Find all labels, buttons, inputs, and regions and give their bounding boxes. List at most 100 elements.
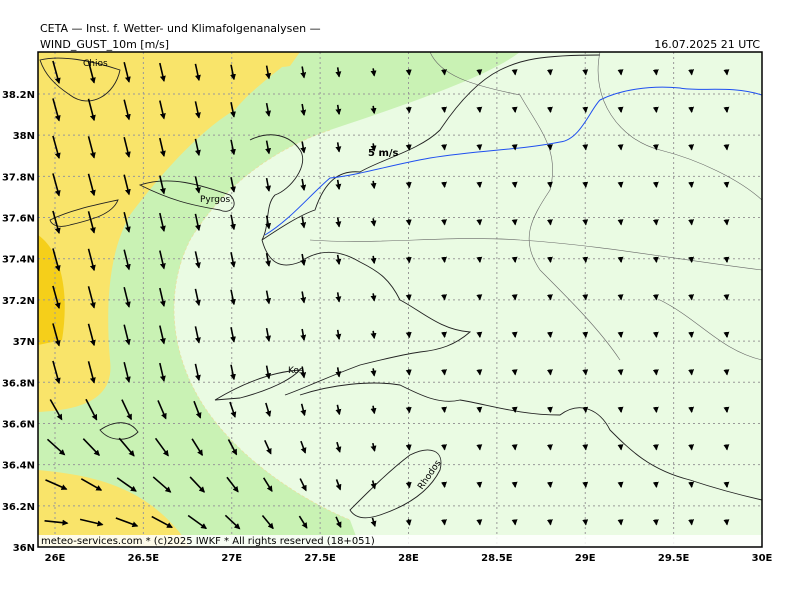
- wind-arrow: [123, 361, 131, 383]
- wind-arrow: [193, 400, 202, 419]
- wind-arrow: [476, 519, 483, 526]
- wind-arrow: [723, 69, 730, 76]
- wind-arrow: [405, 144, 412, 151]
- wind-arrow: [265, 365, 272, 380]
- wind-arrow: [652, 481, 659, 488]
- lon-label: 28E: [398, 553, 419, 564]
- wind-arrow: [441, 144, 447, 151]
- wind-arrow: [617, 69, 624, 76]
- wind-arrow: [224, 514, 241, 530]
- wind-arrow: [652, 69, 659, 76]
- wind-arrow: [52, 248, 61, 272]
- contour-label: 5 m/s: [368, 148, 399, 159]
- wind-arrow: [265, 252, 272, 267]
- wind-arrow: [44, 519, 69, 526]
- wind-arrow: [688, 144, 695, 151]
- wind-arrow: [230, 102, 236, 118]
- wind-arrow: [159, 175, 166, 195]
- wind-arrow: [723, 144, 730, 151]
- wind-arrow: [723, 519, 730, 526]
- wind-arrow: [546, 369, 553, 376]
- wind-arrow: [511, 256, 518, 263]
- wind-arrow: [159, 362, 166, 382]
- wind-arrow: [123, 249, 131, 271]
- wind-arrow: [652, 256, 659, 263]
- wind-arrow: [476, 369, 483, 376]
- wind-arrow: [335, 104, 342, 116]
- lat-label: 38.2N: [2, 90, 35, 101]
- wind-arrow: [265, 177, 272, 192]
- wind-arrow: [370, 180, 377, 190]
- island-ikaria: [138, 180, 235, 212]
- wind-arrow: [476, 256, 483, 263]
- wind-arrow: [723, 406, 730, 413]
- wind-arrow: [441, 519, 447, 526]
- wind-arrow: [230, 327, 236, 343]
- place-label: Chios: [83, 59, 108, 69]
- lat-label: 38N: [13, 131, 35, 142]
- wind-arrow: [582, 369, 589, 376]
- wind-arrow: [546, 406, 553, 413]
- wind-arrow: [688, 406, 695, 413]
- wind-arrow: [87, 98, 96, 122]
- wind-arrow: [582, 406, 589, 413]
- wind-arrow: [688, 481, 695, 488]
- lon-label: 28.5E: [481, 553, 513, 564]
- source-title: CETA — Inst. f. Wetter- und Klimafolgena…: [40, 22, 321, 35]
- wind-arrow: [688, 219, 695, 226]
- wind-arrow: [123, 136, 131, 158]
- wind-arrow: [441, 181, 447, 188]
- wind-arrow: [49, 399, 63, 421]
- wind-arrow: [405, 219, 412, 226]
- wind-arrow: [194, 288, 201, 307]
- wind-arrow: [152, 476, 172, 493]
- wind-arrow: [546, 444, 553, 451]
- wind-arrow: [45, 479, 68, 490]
- wind-arrow: [652, 331, 659, 338]
- copyright: meteo-services.com * (c)2025 IWKF * All …: [41, 536, 375, 547]
- lon-label: 30E: [752, 553, 773, 564]
- wind-arrow: [52, 173, 61, 197]
- lon-label: 27.5E: [304, 553, 336, 564]
- wind-arrow: [617, 444, 624, 451]
- wind-arrow: [723, 256, 730, 263]
- wind-arrow: [87, 61, 96, 84]
- wind-arrow: [123, 211, 131, 233]
- wind-arrow: [159, 62, 166, 82]
- wind-arrow: [87, 361, 96, 384]
- wind-arrow: [370, 442, 377, 452]
- wind-arrow: [87, 286, 96, 309]
- wind-arrow: [159, 287, 166, 307]
- wind-arrow: [80, 478, 103, 491]
- wind-arrow: [652, 444, 659, 451]
- wind-arrow: [115, 517, 139, 528]
- wind-arrow: [582, 481, 589, 488]
- wind-arrow: [652, 106, 659, 113]
- wind-arrow: [123, 174, 131, 196]
- wind-arrow: [87, 248, 96, 272]
- wind-arrow: [723, 369, 730, 376]
- wind-arrow: [723, 481, 730, 488]
- wind-arrow: [230, 64, 236, 81]
- lon-label: 26.5E: [128, 553, 160, 564]
- wind-arrow: [370, 218, 377, 227]
- wind-arrow: [511, 106, 518, 113]
- wind-arrow: [546, 106, 553, 113]
- wind-arrow: [265, 102, 272, 117]
- wind-arrow: [52, 98, 61, 122]
- wind-arrow: [441, 444, 447, 451]
- wind-arrow: [300, 291, 307, 304]
- field-high-top: [235, 52, 300, 67]
- wind-arrow: [79, 518, 104, 527]
- lat-label: 37.2N: [2, 296, 35, 307]
- wind-arrow: [87, 323, 96, 347]
- wind-arrow: [405, 444, 412, 451]
- wind-arrow: [617, 481, 624, 488]
- wind-arrow: [476, 331, 483, 338]
- wind-arrow: [441, 294, 447, 301]
- wind-arrow: [617, 256, 624, 263]
- wind-arrow: [159, 325, 166, 345]
- wind-arrow: [652, 294, 659, 301]
- wind-arrow: [511, 444, 518, 451]
